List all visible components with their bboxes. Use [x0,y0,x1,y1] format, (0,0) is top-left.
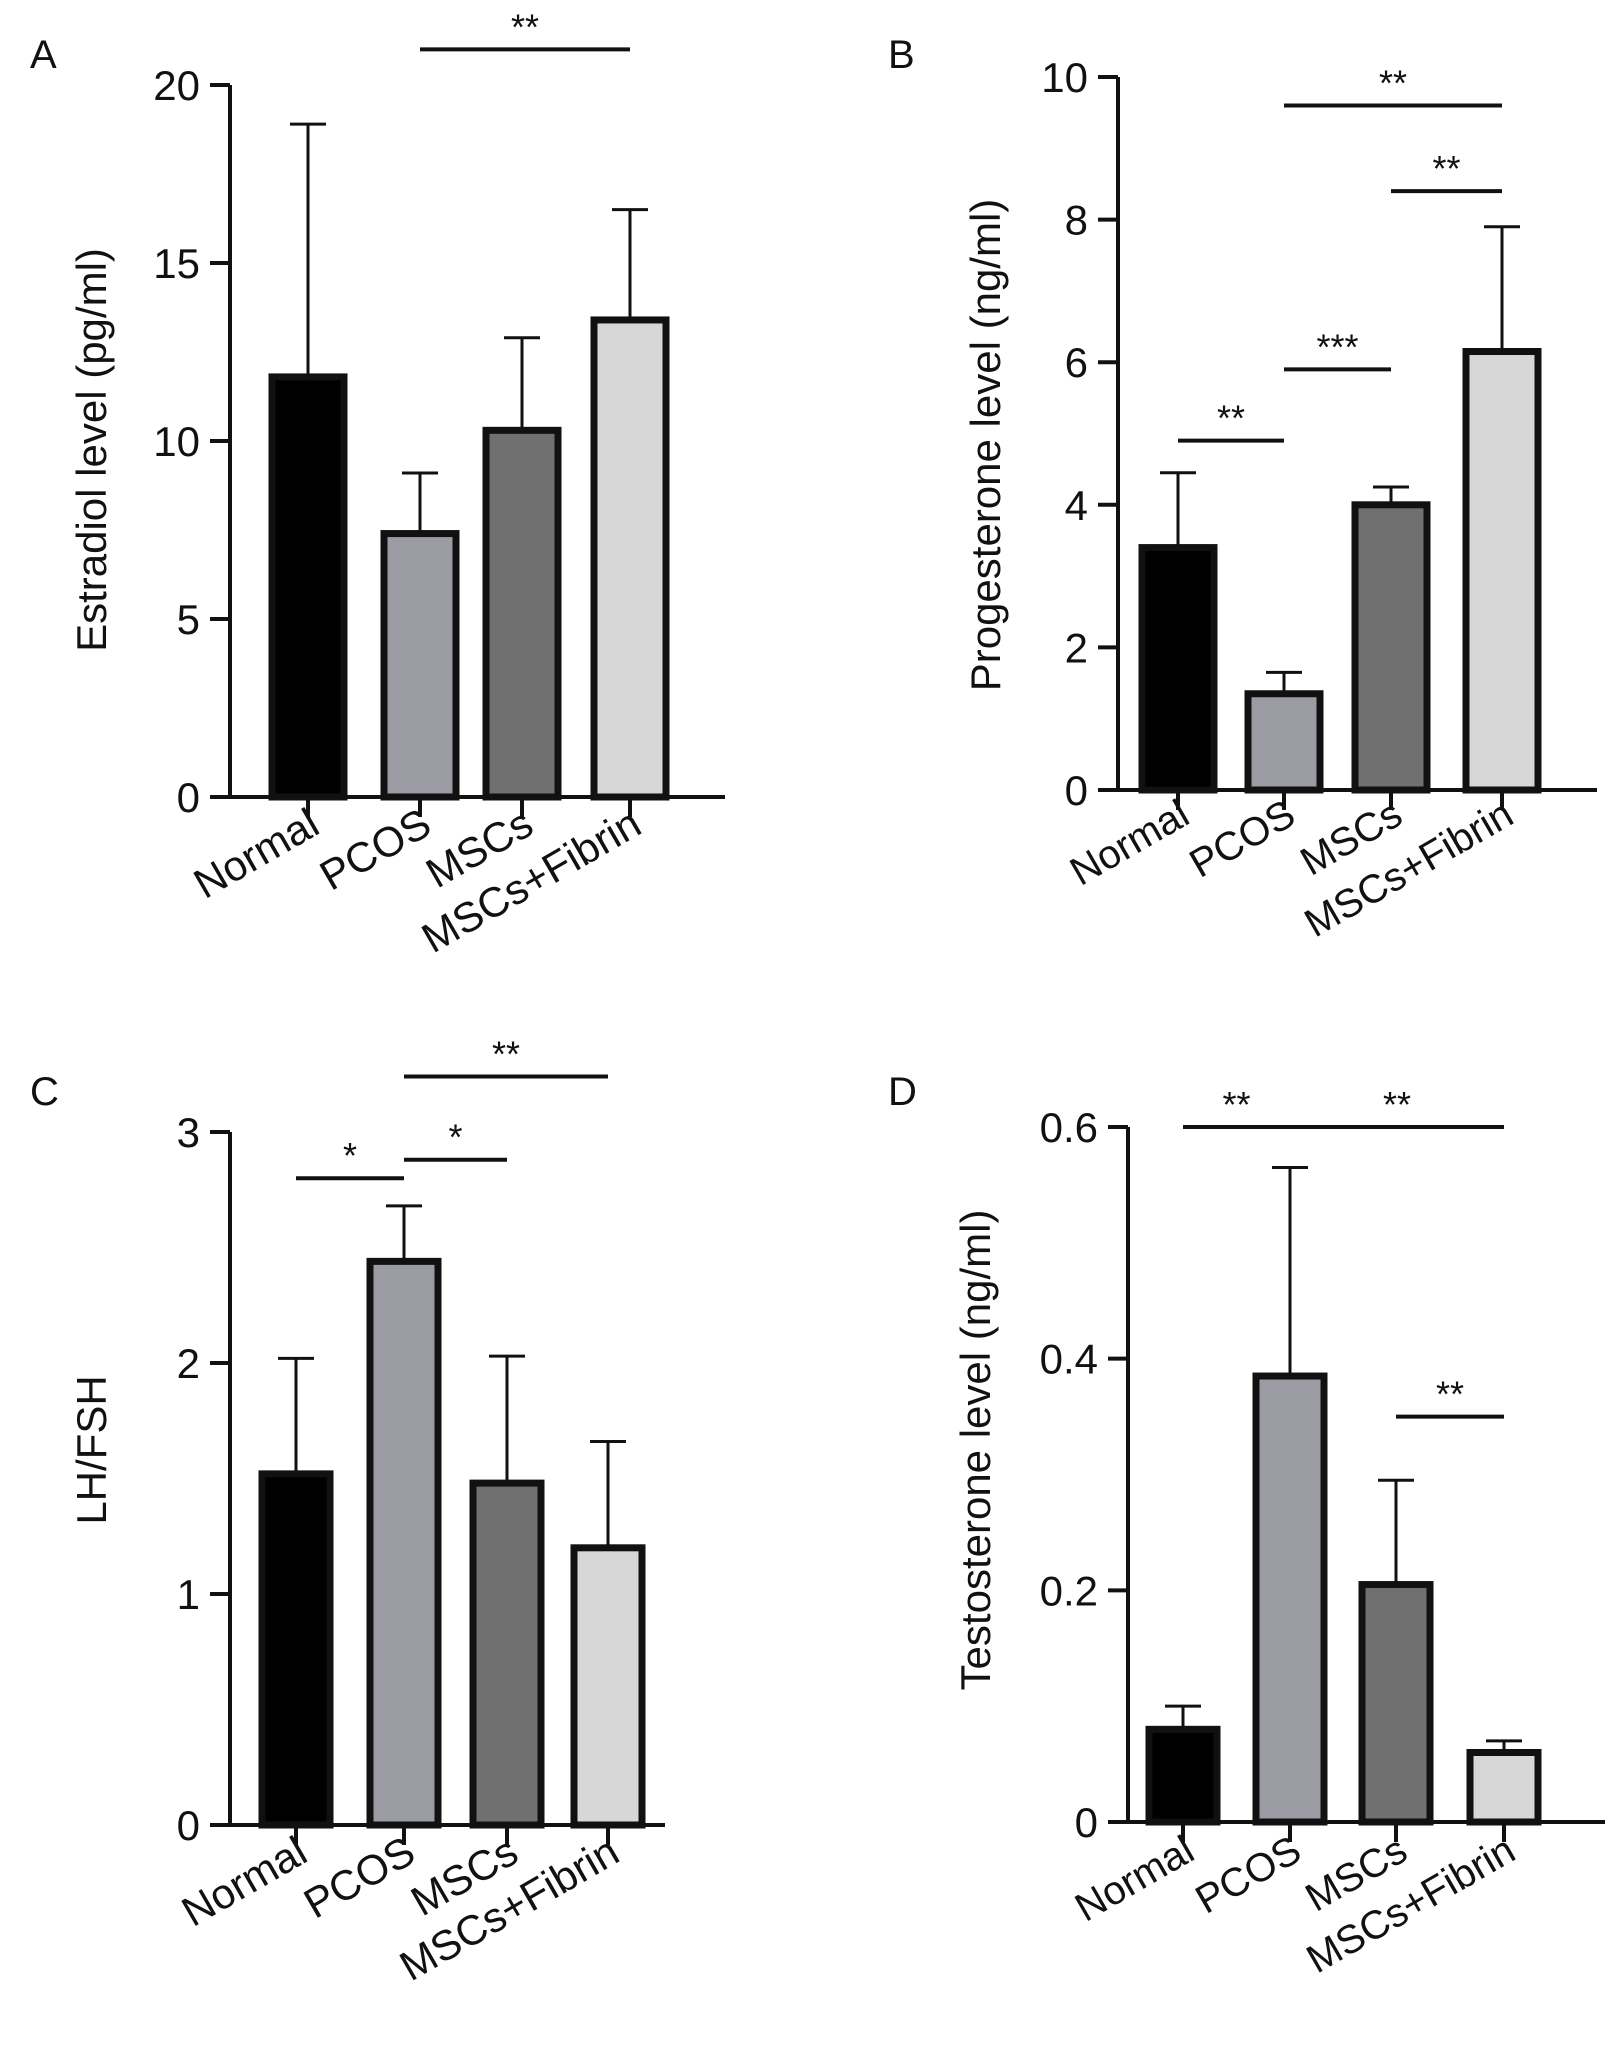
panel-d-y-tick-label-3: 0.6 [1040,1104,1098,1151]
panel-d-y-tick-label-2: 0.4 [1040,1336,1098,1383]
panel-c-y-tick-label-3: 3 [177,1109,200,1156]
panel-c-error-bars [278,1204,626,1548]
panel-b-bar-2 [1351,501,1431,794]
panel-b-bar-3 [1462,348,1542,794]
panel-c-significance: * *** [296,1034,608,1181]
panel-c-y-tick-label-1: 1 [177,1571,200,1618]
panel-a-bar-2 [482,426,562,801]
panel-b-error-bars [1160,225,1520,694]
panel-a-y-tick-label-2: 10 [153,418,200,465]
panel-a-y-tick-label-4: 20 [153,62,200,109]
panel-d-bar-1 [1252,1372,1328,1826]
panel-b-y-tick-label-4: 8 [1065,197,1088,244]
panel-b-y-ticks: 0 2 4 6 8 10 [1041,54,1118,814]
panel-d-y-tick-label-1: 0.2 [1040,1567,1098,1614]
panel-c-y-tick-label-0: 0 [177,1802,200,1849]
panel-b-significance-label-0: ** [1217,398,1245,439]
panel-a-bar-1 [380,530,460,801]
panel-b-significance-label-3: ** [1379,63,1407,104]
panel-c-y-ticks: 0 1 2 3 [177,1109,230,1849]
panel-a-significance: ** [420,6,630,52]
panel-a-label: A [30,33,57,77]
panel-d-significance-label-1: ** [1383,1084,1411,1125]
panel-d-label: D [888,1070,917,1114]
panel-d-y-ticks: 0 0.2 0.4 0.6 [1040,1104,1128,1846]
panel-d-significance-label-0: ** [1222,1084,1250,1125]
panel-b-y-axis-label: Progesterone level (ng/ml) [962,199,1009,692]
panel-c-bar-3 [570,1544,646,1829]
panel-c-significance-label-1: * [448,1117,462,1158]
panel-d-error-bars [1165,1166,1522,1753]
panel-a-bars [268,316,670,801]
panel-b-label: B [888,33,915,77]
panel-d-bar-0 [1145,1725,1221,1826]
panel-a-y-ticks: 0 5 10 15 20 [153,62,230,821]
panel-c-significance-label-2: ** [492,1034,520,1075]
panel-a-significance-label-0: ** [511,6,539,47]
panel-b-y-tick-label-1: 2 [1065,624,1088,671]
panel-d-bar-3 [1466,1749,1542,1826]
panel-a-y-tick-label-1: 5 [177,596,200,643]
panel-a-bar-0 [268,373,348,801]
panel-d-y-tick-label-0: 0 [1075,1799,1098,1846]
panel-d-significance-label-2: ** [1436,1374,1464,1415]
panel-a-y-axis-label: Estradiol level (pg/ml) [68,248,115,652]
panel-b-y-tick-label-3: 6 [1065,339,1088,386]
panel-b-significance: ********* [1178,63,1502,443]
panel-b-significance-label-2: ** [1432,148,1460,189]
panel-a-bar-3 [590,316,670,801]
panel-a-y-tick-label-0: 0 [177,774,200,821]
panel-b-y-tick-label-2: 4 [1065,482,1088,529]
panel-a-y-tick-label-3: 15 [153,240,200,287]
panel-b-y-tick-label-5: 10 [1041,54,1088,101]
panel-b-y-tick-label-0: 0 [1065,767,1088,814]
panel-c-label: C [30,1070,59,1114]
panel-c-bar-1 [366,1257,442,1829]
panel-d-bars [1145,1372,1542,1826]
panel-d-y-axis-label: Testosterone level (ng/ml) [952,1210,999,1691]
panel-b-bar-1 [1244,690,1324,794]
panel-a-error-bars [290,122,648,534]
panel-c-bar-0 [258,1470,334,1829]
panel-c-significance-label-0: * [343,1135,357,1176]
panel-c-bar-2 [469,1479,545,1829]
panel-c-y-tick-label-2: 2 [177,1340,200,1387]
panel-d-bar-2 [1358,1581,1434,1826]
panel-b-bar-0 [1138,544,1218,794]
panel-d-significance: ** ** ** [1183,1084,1504,1419]
panel-c-y-axis-label: LH/FSH [68,1375,115,1524]
panel-b-significance-label-1: *** [1316,326,1358,367]
